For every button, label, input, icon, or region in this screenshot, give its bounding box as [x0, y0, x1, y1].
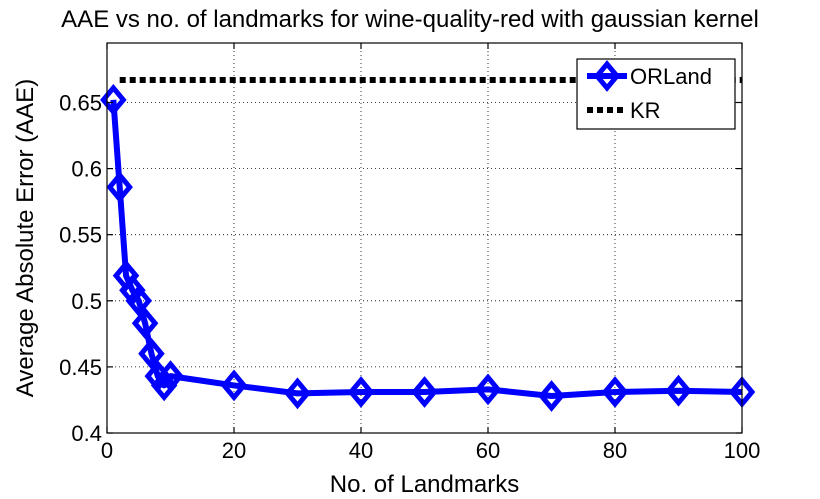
x-tick-label: 100: [724, 438, 761, 463]
legend-label: KR: [630, 98, 661, 123]
y-tick-label: 0.6: [71, 157, 102, 182]
series-layer: [100, 77, 756, 412]
orland-point: [538, 380, 565, 412]
y-tick-label: 0.65: [59, 90, 102, 115]
x-tick-label: 60: [476, 438, 500, 463]
legend-label: ORLand: [630, 64, 712, 89]
orland-series-line: [110, 99, 743, 399]
y-tick-label: 0.5: [71, 289, 102, 314]
legend: ORLand KR: [576, 58, 736, 130]
orland-point: [601, 376, 629, 408]
orland-point: [138, 337, 165, 370]
plot-frame: [106, 42, 743, 434]
orland-point: [106, 171, 133, 204]
orland-point: [150, 369, 178, 402]
x-tick-label: 80: [603, 438, 627, 463]
legend-swatch-marker-orland: [593, 60, 621, 92]
orland-point: [474, 373, 502, 406]
orland-point: [411, 376, 438, 408]
orland-point: [131, 307, 159, 340]
orland-point: [347, 376, 375, 408]
x-tick-label: 0: [101, 438, 113, 463]
orland-point: [665, 374, 692, 407]
tick-labels: 0 20 40 60 80 100 0.4 0.45 0.5 0.55 0.6 0.65: [59, 90, 760, 463]
y-tick-label: 0.55: [59, 223, 102, 248]
x-tick-label: 20: [222, 438, 246, 463]
orland-point: [125, 284, 153, 317]
y-tick-label: 0.4: [71, 421, 102, 446]
chart-title: AAE vs no. of landmarks for wine-quality…: [61, 6, 759, 33]
y-tick-label: 0.45: [59, 355, 102, 380]
orland-point: [157, 360, 184, 393]
x-tick-label: 40: [349, 438, 373, 463]
y-axis-label: Average Absolute Error (AAE): [12, 79, 39, 397]
x-axis-label: No. of Landmarks: [330, 471, 519, 498]
ticks: [106, 43, 743, 434]
orland-point: [220, 369, 248, 402]
orland-point: [284, 377, 311, 410]
